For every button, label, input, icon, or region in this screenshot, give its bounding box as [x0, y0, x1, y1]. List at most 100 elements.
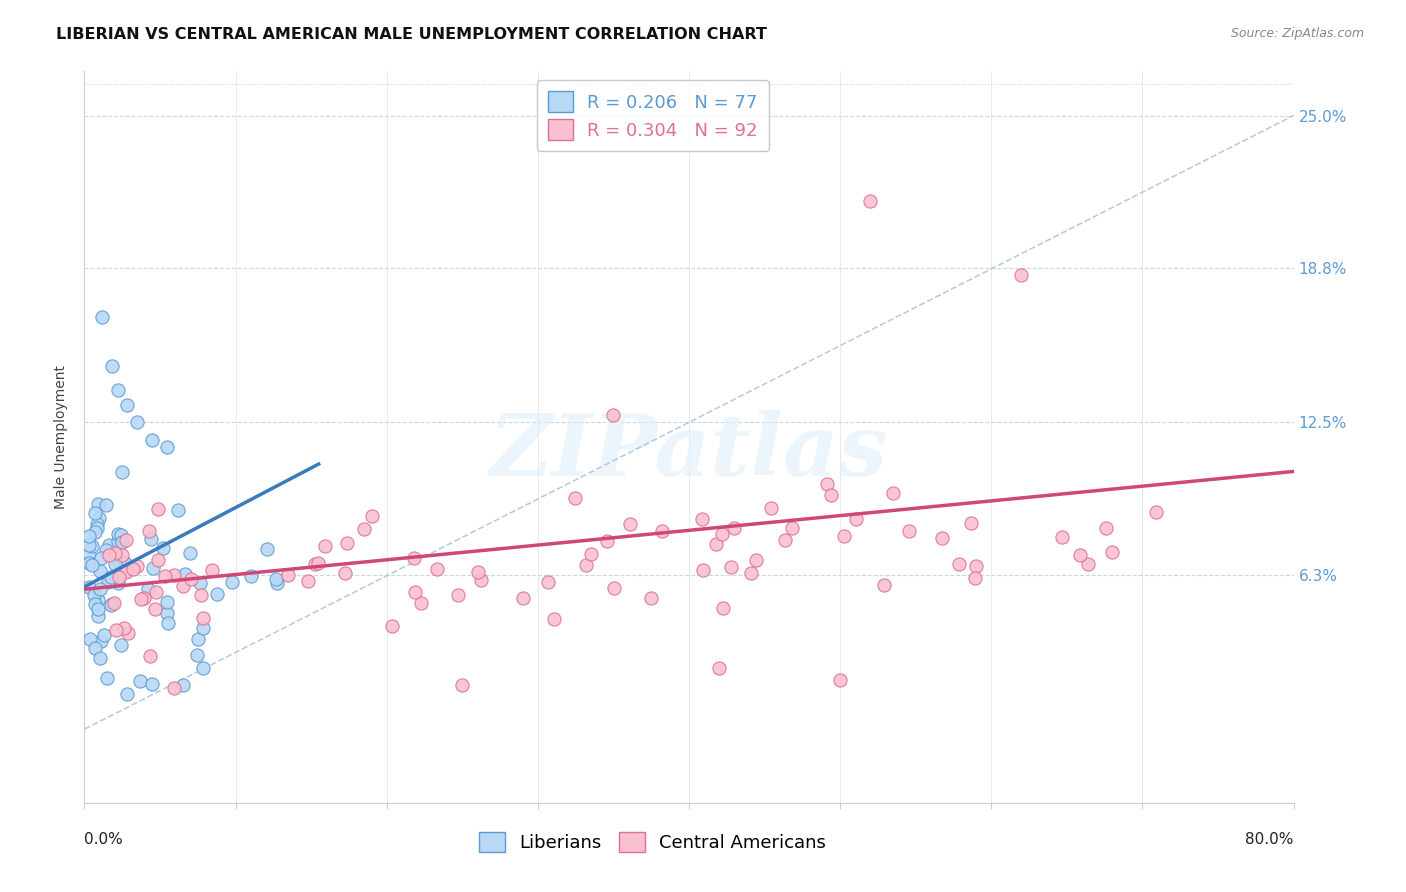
- Point: [193, 611, 215, 625]
- Point: [446, 588, 468, 602]
- Point: [692, 562, 714, 576]
- Point: [404, 585, 426, 599]
- Point: [963, 571, 986, 585]
- Point: [201, 563, 224, 577]
- Point: [77, 580, 100, 594]
- Point: [711, 601, 734, 615]
- Point: [221, 574, 243, 589]
- Point: [188, 575, 211, 590]
- Point: [467, 566, 489, 580]
- Point: [820, 488, 842, 502]
- Point: [96, 671, 118, 685]
- Point: [93, 627, 115, 641]
- Point: [89, 582, 111, 596]
- Point: [931, 531, 953, 545]
- Point: [602, 408, 624, 422]
- Point: [141, 433, 163, 447]
- Point: [87, 601, 110, 615]
- Point: [117, 626, 139, 640]
- Point: [111, 466, 134, 480]
- Point: [155, 606, 177, 620]
- Point: [297, 574, 319, 588]
- Point: [960, 516, 983, 531]
- Point: [115, 533, 138, 548]
- Point: [564, 491, 586, 505]
- Point: [720, 559, 742, 574]
- Point: [381, 619, 404, 633]
- Point: [266, 575, 288, 590]
- Point: [114, 556, 136, 570]
- Point: [773, 533, 796, 547]
- Point: [451, 678, 474, 692]
- Point: [163, 681, 186, 695]
- Point: [148, 502, 170, 516]
- Point: [121, 562, 143, 576]
- Point: [1095, 521, 1118, 535]
- Legend: Liberians, Central Americans: Liberians, Central Americans: [472, 824, 834, 860]
- Point: [139, 648, 162, 663]
- Point: [1011, 268, 1033, 282]
- Point: [107, 384, 129, 398]
- Point: [512, 591, 534, 605]
- Point: [87, 497, 110, 511]
- Point: [174, 566, 197, 581]
- Point: [146, 552, 169, 566]
- Point: [205, 587, 228, 601]
- Point: [704, 537, 727, 551]
- Text: ZIPatlas: ZIPatlas: [489, 410, 889, 493]
- Point: [115, 688, 138, 702]
- Point: [77, 528, 100, 542]
- Point: [141, 677, 163, 691]
- Point: [111, 548, 134, 562]
- Point: [745, 552, 768, 566]
- Point: [335, 536, 357, 550]
- Point: [103, 597, 125, 611]
- Point: [640, 591, 662, 606]
- Y-axis label: Male Unemployment: Male Unemployment: [55, 365, 69, 509]
- Point: [84, 525, 107, 540]
- Point: [115, 398, 138, 412]
- Point: [333, 566, 356, 581]
- Point: [1101, 545, 1123, 559]
- Point: [709, 661, 731, 675]
- Point: [107, 554, 129, 568]
- Point: [759, 501, 782, 516]
- Point: [86, 517, 108, 532]
- Point: [882, 486, 904, 500]
- Point: [89, 510, 111, 524]
- Point: [830, 673, 852, 687]
- Point: [104, 557, 127, 571]
- Point: [409, 596, 432, 610]
- Point: [80, 539, 103, 553]
- Point: [115, 565, 138, 579]
- Point: [163, 568, 186, 582]
- Point: [136, 582, 159, 596]
- Point: [186, 648, 208, 662]
- Point: [353, 522, 375, 536]
- Point: [193, 622, 215, 636]
- Point: [98, 548, 121, 562]
- Point: [690, 512, 713, 526]
- Point: [83, 506, 105, 520]
- Point: [79, 632, 101, 647]
- Point: [307, 556, 329, 570]
- Point: [723, 521, 745, 535]
- Point: [152, 541, 174, 555]
- Point: [426, 561, 449, 575]
- Point: [129, 674, 152, 689]
- Point: [873, 578, 896, 592]
- Point: [80, 558, 103, 572]
- Point: [361, 508, 384, 523]
- Point: [100, 359, 122, 373]
- Point: [948, 558, 970, 572]
- Point: [832, 529, 855, 543]
- Point: [107, 533, 129, 548]
- Text: 80.0%: 80.0%: [1246, 832, 1294, 847]
- Point: [780, 521, 803, 535]
- Point: [97, 538, 120, 552]
- Point: [142, 561, 165, 575]
- Point: [89, 564, 111, 578]
- Point: [83, 597, 105, 611]
- Point: [110, 638, 132, 652]
- Point: [277, 568, 299, 582]
